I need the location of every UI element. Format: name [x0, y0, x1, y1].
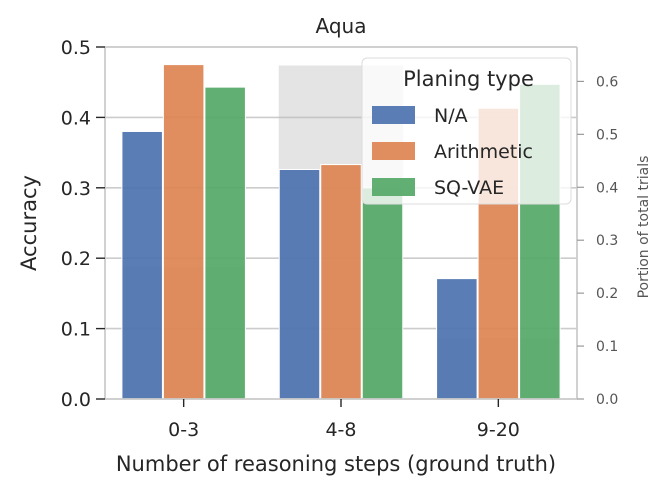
y-tick-labels: 0.0 0.1 0.2 0.3 0.4 0.5 [61, 37, 105, 411]
legend: Planing type N/A Arithmetic SQ-VAE [361, 57, 572, 205]
y-tick-label: 0.5 [61, 37, 91, 59]
bar-sq-vae-0-3 [204, 86, 246, 400]
legend-title: Planing type [403, 67, 534, 91]
x-tick-label: 9-20 [477, 419, 520, 441]
legend-label: N/A [434, 105, 468, 127]
legend-label: SQ-VAE [434, 177, 504, 199]
bar-sq-vae-4-8 [361, 187, 404, 400]
y-tick-label: 0.1 [61, 319, 91, 341]
x-tick-label: 0-3 [168, 419, 199, 441]
x-tick-label: 4-8 [325, 419, 356, 441]
y2-tick-label: 0.0 [596, 392, 618, 408]
bar-n-a-9-20 [436, 278, 478, 400]
y2-tick-label: 0.3 [596, 233, 618, 249]
y-tick-label: 0.4 [61, 107, 91, 129]
legend-label: Arithmetic [434, 141, 533, 163]
bar-arithmetic-4-8 [320, 164, 362, 400]
bar-n-a-4-8 [278, 168, 321, 400]
x-axis-title: Number of reasoning steps (ground truth) [116, 452, 556, 476]
legend-swatch-arithmetic [372, 142, 415, 160]
y-axis-title: Accuracy [17, 175, 41, 271]
bar-n-a-0-3 [121, 130, 163, 400]
legend-swatch-sq-vae [372, 178, 415, 196]
y2-tick-label: 0.4 [596, 180, 618, 196]
y2-tick-labels: 0.0 0.1 0.2 0.3 0.4 0.5 0.6 [577, 74, 618, 408]
y-tick-label: 0.3 [61, 178, 91, 200]
y2-tick-label: 0.2 [596, 286, 618, 302]
legend-swatch-n-a [372, 106, 415, 124]
y2-axis-title: Portion of total trials [636, 156, 652, 299]
chart-title: Aqua [316, 14, 367, 38]
y2-tick-label: 0.5 [596, 127, 618, 143]
bar-arithmetic-0-3 [162, 64, 205, 400]
y2-tick-label: 0.6 [596, 74, 618, 90]
y2-tick-label: 0.1 [596, 339, 618, 355]
y-tick-label: 0.0 [61, 389, 91, 411]
y-tick-label: 0.2 [61, 248, 91, 270]
legend-background [361, 57, 572, 205]
x-tick-labels: 0-3 4-8 9-20 [168, 399, 520, 441]
